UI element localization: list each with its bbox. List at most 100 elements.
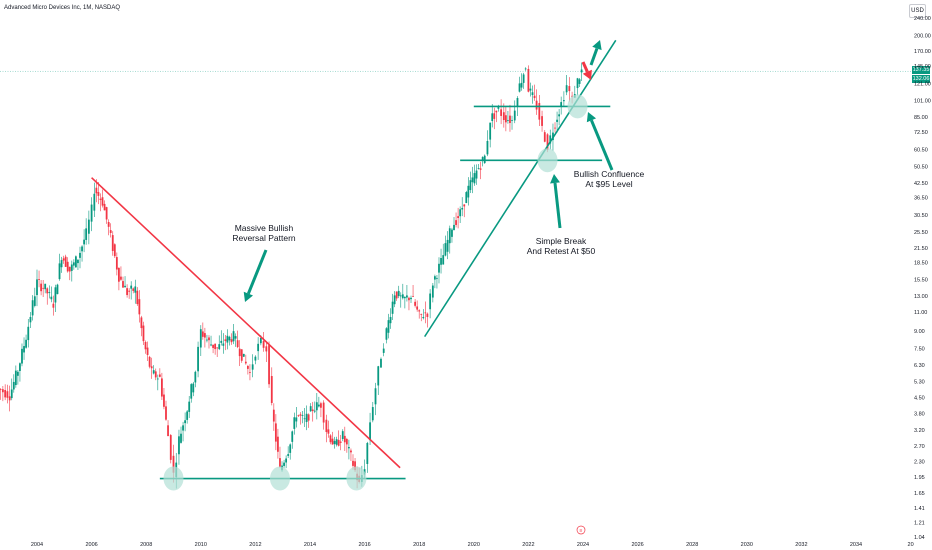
candle-body [436,277,438,279]
candle-body [516,98,519,107]
candle-body [83,239,85,245]
candle-body [331,438,334,445]
candle-body [327,429,330,434]
candle-body [81,246,83,252]
candle-body [172,455,175,473]
candle-body [186,411,189,420]
candle-body [403,296,406,299]
arrow-confluence [586,112,614,171]
candle-body [136,290,139,305]
candle-body [475,170,478,179]
price-tick-label: 3.80 [914,411,925,417]
time-tick-label: 2026 [631,542,643,548]
candle-body [467,185,470,198]
price-tick-label: 170.00 [914,49,931,55]
highlight-circle [346,466,367,491]
candle-body [558,114,561,117]
candle-body [335,439,338,445]
candle-body [120,276,122,280]
candle-body [546,134,549,150]
candle-body [48,292,51,294]
arrow-retest [550,174,562,229]
candle-body [350,450,352,453]
candle-body [180,433,182,443]
highlight-circle [163,466,184,491]
time-tick-label: 20 [908,542,914,548]
candle-body [68,266,71,272]
candle-body [509,115,511,124]
candle-body [228,336,231,341]
time-tick-label: 2028 [686,542,698,548]
price-tick-label: 60.50 [914,147,928,153]
candle-body [130,285,133,289]
time-tick-label: 2016 [358,542,370,548]
candle-body [42,287,45,289]
candle-body [580,69,583,73]
tradingview-logo[interactable]: ≡ [576,525,586,535]
price-tick-label: 240.00 [914,16,931,22]
candle-body [433,276,436,280]
candle-body [389,317,392,324]
time-tick-label: 2022 [522,542,534,548]
annotation-text: Massive Bullish Reversal Pattern [232,223,296,243]
candle-body [481,157,484,162]
candle-body [222,343,225,346]
candle-body [206,339,208,341]
candle-body [16,371,19,376]
candle-body [85,228,88,240]
candle-body [305,413,308,423]
price-tick-label: 85.00 [914,115,928,121]
candle-body [194,371,197,383]
currency-button[interactable]: USD [909,4,926,18]
candle-body [333,440,336,445]
candle-body [311,409,314,412]
candle-body [354,461,356,471]
candle-body [442,255,445,265]
candle-body [244,361,247,364]
candle-body [138,299,141,315]
candle-body [1,389,4,393]
candle-body [291,431,294,442]
candle-body [541,116,543,126]
candle-body [387,320,390,333]
candle-body [274,423,277,442]
time-tick-label: 2032 [795,542,807,548]
candle-body [262,341,265,348]
price-tick-label: 101.00 [914,99,931,105]
price-axis: 240.00 200.00 170.00 145.00 121.00 101.00 85.0… [914,16,931,541]
candle-body [412,295,414,297]
candle-body [483,155,486,164]
candle-body [21,348,23,364]
candle-body [459,209,462,217]
candle-body [493,113,496,119]
candle-body [408,297,410,301]
candle-body [226,335,229,343]
candle-body [25,339,27,348]
candle-body [414,301,417,306]
price-tick-label: 3.20 [914,428,925,434]
candle-body [182,425,184,431]
candle-body [406,295,408,298]
candle-body [429,293,432,310]
drawings [0,39,912,491]
candle-body [115,257,118,270]
candle-body [54,287,57,303]
candle-body [62,258,65,261]
candle-body [303,418,306,420]
candle-body [60,260,63,268]
price-tick-label: 121.00 [914,81,931,87]
candle-body [393,295,396,305]
candle-body [144,341,147,350]
candle-body [87,219,90,234]
candle-body [301,415,304,416]
candle-body [118,267,120,282]
price-tick-label: 42.50 [914,181,928,187]
candle-body [477,168,480,170]
candle-body [203,333,206,338]
candle-body [562,100,565,102]
candle-body [134,286,137,293]
candle-body [422,317,425,319]
candle-body [366,442,369,464]
candle-body [307,414,310,421]
